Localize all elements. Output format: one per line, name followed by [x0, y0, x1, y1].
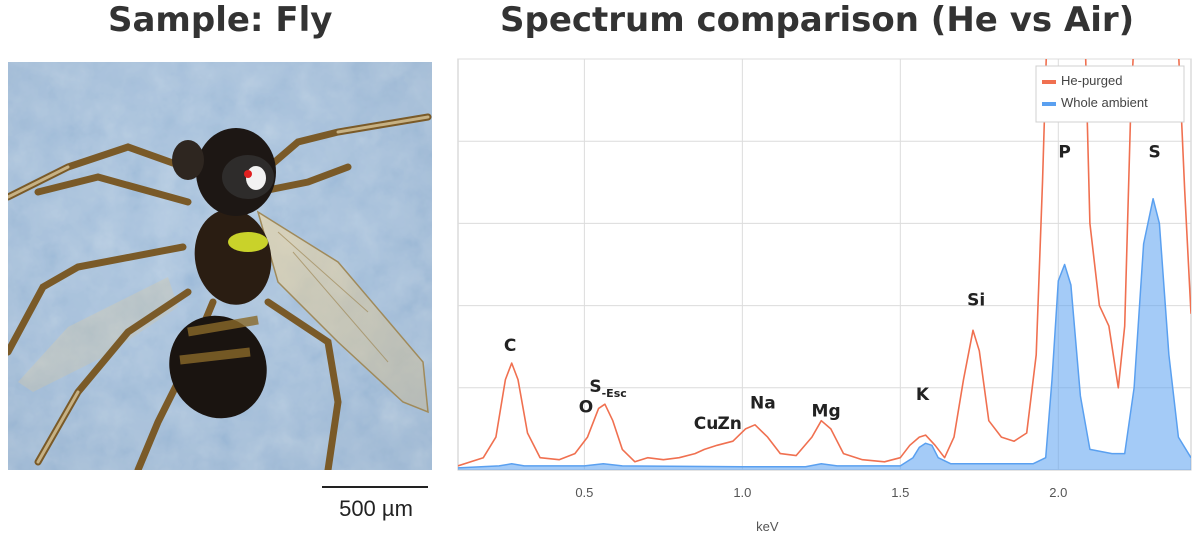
peak-label-k: K — [916, 385, 930, 405]
legend-label: He-purged — [1061, 73, 1122, 88]
x-axis-label: keV — [756, 519, 779, 534]
x-tick-label: 2.0 — [1049, 485, 1067, 500]
legend-swatch — [1042, 102, 1056, 106]
series-group — [458, 59, 1191, 470]
sample-title: Sample: Fly — [108, 0, 333, 40]
x-tick-label: 1.5 — [891, 485, 909, 500]
peak-label-c: C — [504, 336, 516, 356]
legend-swatch — [1042, 80, 1056, 84]
legend: He-purged Whole ambient — [1035, 65, 1185, 123]
peak-label-o: O — [579, 397, 593, 417]
x-tick-label: 0.5 — [575, 485, 593, 500]
x-tick-label: 1.0 — [733, 485, 751, 500]
peak-label-cu: Cu — [694, 414, 719, 434]
fly-photo — [8, 62, 432, 470]
fly-image — [8, 62, 432, 470]
peak-label-s: S — [1149, 143, 1161, 163]
peak-label-mg: Mg — [812, 402, 841, 422]
peak-label-na: Na — [750, 393, 776, 413]
chart-title: Spectrum comparison (He vs Air) — [500, 0, 1135, 40]
peak-label-si: Si — [967, 291, 985, 311]
series-line-he-purged — [458, 59, 1191, 467]
scale-bar — [322, 486, 428, 488]
series-line-whole-ambient — [458, 197, 1191, 469]
legend-label: Whole ambient — [1061, 95, 1148, 110]
peak-label-p: P — [1058, 143, 1070, 163]
scale-label: 500 µm — [339, 496, 413, 521]
peak-label-zn: Zn — [717, 414, 741, 434]
